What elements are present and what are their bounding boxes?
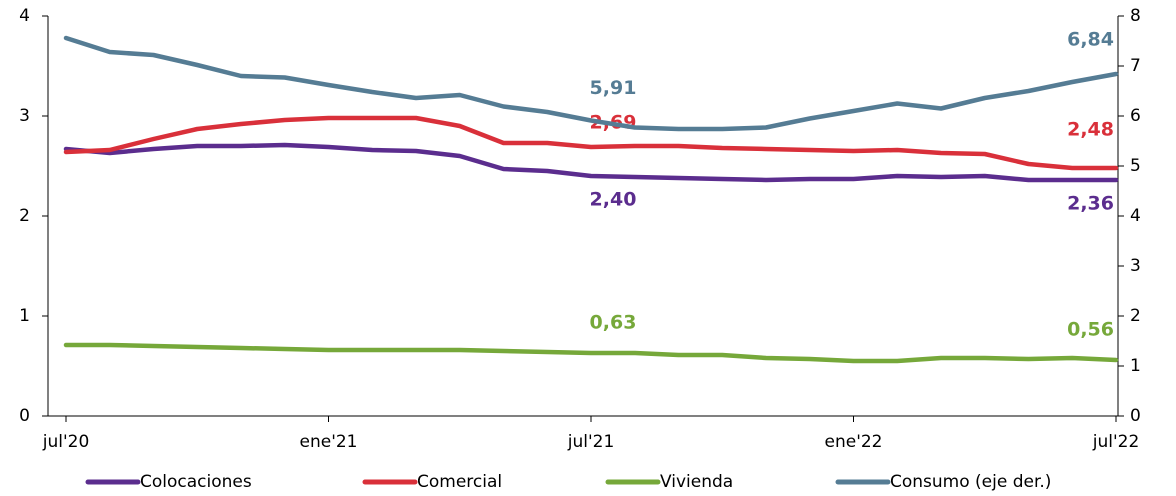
series-line — [63, 142, 1119, 183]
legend-label: Colocaciones — [140, 472, 252, 492]
series-line — [63, 35, 1119, 132]
y-tick-label: 3 — [19, 106, 30, 126]
x-tick-label: ene'22 — [825, 432, 883, 452]
y2-tick-label: 6 — [1130, 106, 1141, 126]
y2-tick-label: 0 — [1130, 406, 1141, 426]
value-label: 0,56 — [1067, 319, 1114, 341]
value-label: 2,48 — [1067, 119, 1114, 141]
y2-tick-label: 4 — [1130, 206, 1141, 226]
y2-tick-label: 5 — [1130, 156, 1141, 176]
y-tick-label: 4 — [19, 6, 30, 26]
y-tick-label: 2 — [19, 206, 30, 226]
value-label: 2,36 — [1067, 193, 1114, 215]
value-label: 5,91 — [590, 77, 637, 99]
legend-label: Comercial — [417, 472, 502, 492]
x-tick-label: jul'20 — [42, 432, 90, 452]
x-tick-label: jul'21 — [567, 432, 615, 452]
y2-tick-label: 1 — [1130, 356, 1141, 376]
value-label: 2,40 — [590, 189, 637, 211]
legend-label: Vivienda — [660, 472, 733, 492]
value-label: 6,84 — [1067, 29, 1114, 51]
series-line — [63, 115, 1119, 171]
x-tick-label: ene'21 — [300, 432, 358, 452]
y2-tick-label: 3 — [1130, 256, 1141, 276]
y-tick-label: 1 — [19, 306, 30, 326]
y2-tick-label: 2 — [1130, 306, 1141, 326]
y2-tick-label: 7 — [1130, 56, 1141, 76]
y-tick-label: 0 — [19, 406, 30, 426]
y2-tick-label: 8 — [1130, 6, 1141, 26]
x-tick-label: jul'22 — [1092, 432, 1140, 452]
legend-label: Consumo (eje der.) — [890, 472, 1051, 492]
value-label: 0,63 — [590, 312, 637, 334]
series-line — [63, 342, 1119, 364]
